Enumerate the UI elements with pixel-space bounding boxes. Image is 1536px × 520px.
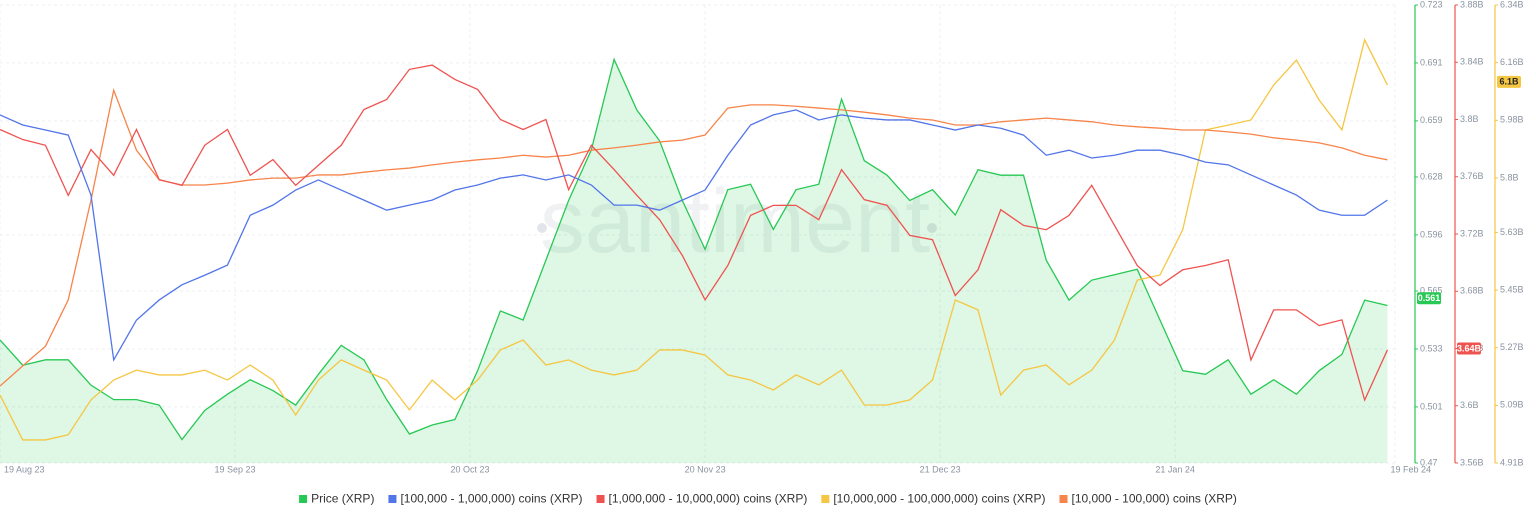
y-tick-label: 3.6B — [1460, 400, 1479, 410]
y-tick-label: 5.98B — [1500, 115, 1524, 125]
y-tick-label: 3.88B — [1460, 0, 1484, 9]
y-tick-label: 4.91B — [1500, 457, 1524, 467]
current-label: 6.1B — [1499, 77, 1519, 87]
y-tick-label: 5.45B — [1500, 284, 1524, 294]
legend-label: [10,000,000 - 100,000,000) coins (XRP) — [833, 492, 1045, 506]
y-tick-label: 0.47 — [1420, 457, 1438, 467]
legend-label: [100,000 - 1,000,000) coins (XRP) — [400, 492, 582, 506]
x-tick-label: 20 Nov 23 — [685, 464, 726, 474]
y-tick-label: 3.56B — [1460, 457, 1484, 467]
price-area — [0, 59, 1388, 464]
series-line — [0, 109, 1388, 362]
y-tick-label: 0.501 — [1420, 401, 1443, 411]
series-line — [0, 87, 1388, 387]
y-tick-label: 6.34B — [1500, 0, 1524, 9]
y-tick-label: 3.76B — [1460, 171, 1484, 181]
legend-swatch — [596, 495, 605, 503]
y-tick-label: 5.63B — [1500, 227, 1524, 237]
x-tick-label: 19 Aug 23 — [4, 464, 45, 474]
y-tick-label: 0.565 — [1420, 285, 1443, 295]
y-tick-label: 5.27B — [1500, 342, 1524, 352]
legend-label: [10,000 - 100,000) coins (XRP) — [1071, 492, 1236, 506]
y-tick-label: 3.8B — [1460, 114, 1479, 124]
legend-label: [1,000,000 - 10,000,000) coins (XRP) — [609, 492, 808, 506]
y-tick-label: 0.659 — [1420, 115, 1443, 125]
series-line — [0, 64, 1389, 402]
y-tick-label: 0.691 — [1420, 57, 1443, 67]
legend-label: Price (XRP) — [311, 492, 374, 506]
watermark-dot — [537, 223, 547, 233]
y-tick-label: 3.72B — [1460, 228, 1484, 238]
x-tick-label: 19 Sep 23 — [215, 464, 256, 474]
legend: Price (XRP) [100,000 - 1,000,000) coins (… — [299, 492, 1237, 506]
legend-swatch — [299, 495, 308, 503]
legend-swatch — [1059, 495, 1068, 503]
x-tick-label: 20 Oct 23 — [451, 464, 490, 474]
y-tick-label: 3.68B — [1460, 286, 1484, 296]
legend-swatch — [388, 495, 397, 503]
y-tick-label: 3.84B — [1460, 57, 1484, 67]
x-tick-label: 19 Feb 24 — [1390, 464, 1431, 474]
current-badge — [1497, 75, 1521, 88]
y-tick-label: 5.8B — [1500, 172, 1519, 182]
x-tick-label: 21 Dec 23 — [920, 464, 961, 474]
y-tick-label: 6.16B — [1500, 57, 1524, 67]
y-tick-label: 0.533 — [1420, 343, 1443, 353]
series-line — [0, 38, 1389, 441]
y-tick-label: 0.723 — [1420, 0, 1443, 9]
current-label: 3.64B — [1457, 343, 1482, 353]
current-badge — [1417, 292, 1441, 305]
current-label: 0.561 — [1418, 293, 1441, 303]
legend-swatch — [821, 495, 830, 503]
y-tick-label: 5.09B — [1500, 400, 1524, 410]
y-tick-label: 0.628 — [1420, 171, 1443, 181]
x-tick-label: 21 Jan 24 — [1155, 464, 1195, 474]
current-badge — [1457, 342, 1481, 355]
y-tick-label: 0.596 — [1420, 229, 1443, 239]
series-line — [0, 57, 1388, 441]
watermark-dot — [927, 223, 937, 233]
